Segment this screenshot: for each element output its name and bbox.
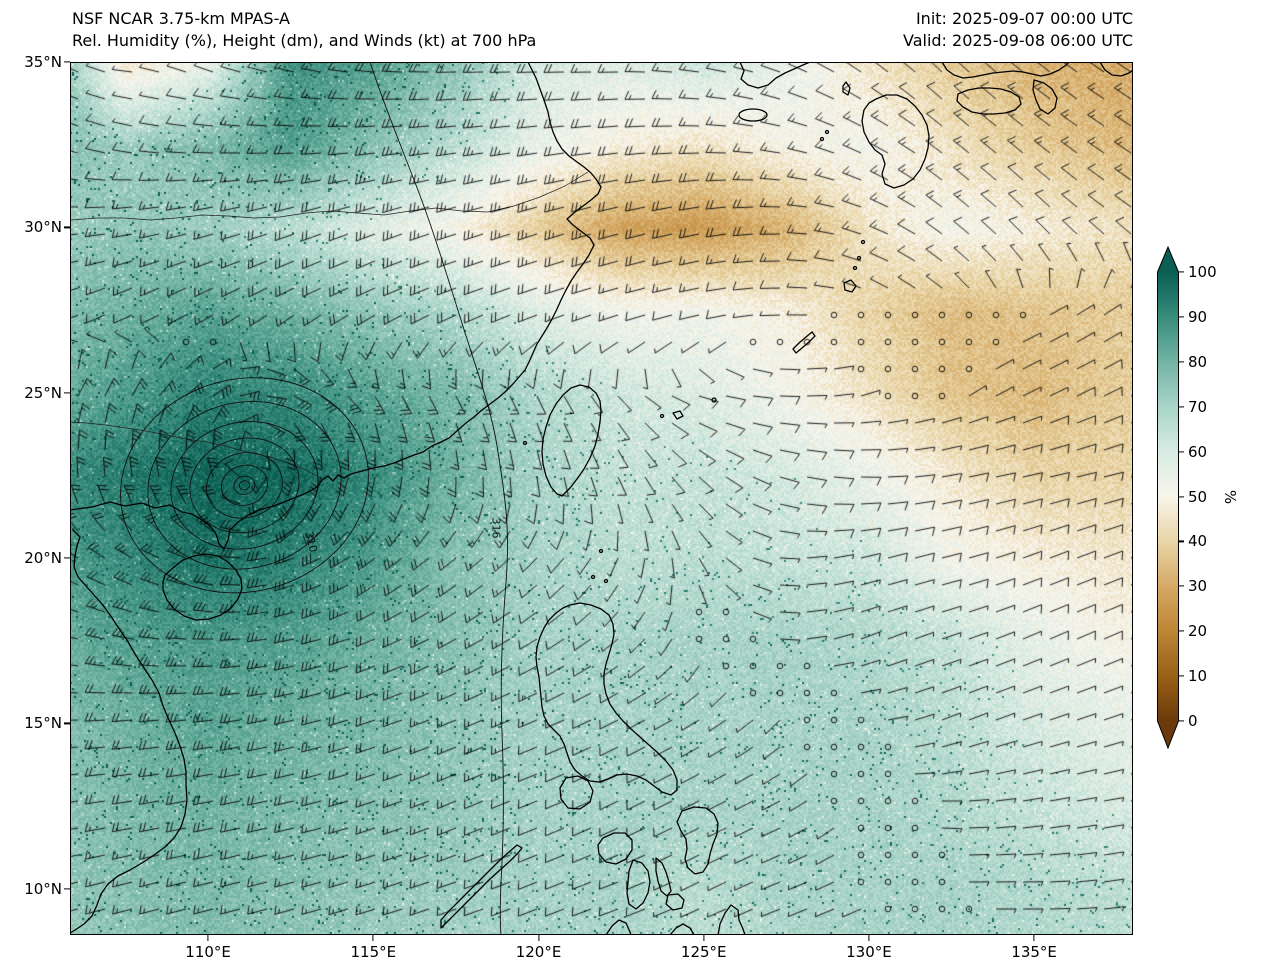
x-axis-tick-label: 110°E: [185, 943, 231, 961]
colorbar-tick-mark: [1179, 451, 1184, 453]
x-axis-tick-label: 115°E: [350, 943, 397, 961]
colorbar-tick-mark: [1179, 720, 1184, 722]
colorbar-tick-mark: [1179, 630, 1184, 632]
x-axis-tick-mark: [207, 935, 209, 941]
x-axis-tick-mark: [372, 935, 374, 941]
init-time: Init: 2025-09-07 00:00 UTC: [915, 9, 1133, 28]
field-title: Rel. Humidity (%), Height (dm), and Wind…: [72, 31, 537, 50]
colorbar-tick-mark: [1179, 361, 1184, 363]
colorbar-tick-label: 80: [1188, 352, 1208, 371]
x-axis-tick-label: 135°E: [1011, 943, 1057, 961]
colorbar-tick-mark: [1179, 585, 1184, 587]
colorbar-tick-label: 90: [1188, 307, 1208, 326]
valid-time: Valid: 2025-09-08 06:00 UTC: [902, 31, 1133, 50]
title-block: NSF NCAR 3.75-km MPAS-A Rel. Humidity (%…: [72, 8, 536, 52]
colorbar-tick-label: 60: [1188, 442, 1208, 461]
colorbar-tick-mark: [1179, 675, 1184, 677]
colorbar-tick-mark: [1179, 540, 1184, 542]
colorbar-unit-label: %: [1221, 489, 1239, 505]
x-axis-tick-label: 130°E: [846, 943, 892, 961]
x-axis-tick-mark: [703, 935, 705, 941]
y-axis-tick-label: 15°N: [24, 714, 62, 733]
y-axis-tick-label: 20°N: [24, 549, 62, 568]
y-axis-tick-label: 25°N: [24, 383, 62, 402]
x-axis-tick-label: 120°E: [515, 943, 562, 961]
y-axis-tick-label: 10°N: [24, 879, 62, 898]
colorbar-tick-label: 30: [1188, 577, 1208, 596]
colorbar-tick-label: 70: [1188, 397, 1208, 416]
colorbar-shape: [1157, 246, 1179, 749]
wind-barbs-canvas: [70, 62, 1133, 935]
colorbar-tick-label: 20: [1188, 622, 1208, 641]
colorbar-tick-label: 0: [1188, 712, 1198, 730]
colorbar-tick-mark: [1179, 406, 1184, 408]
colorbar-tick-label: 50: [1188, 487, 1208, 506]
colorbar-tick-mark: [1179, 495, 1184, 498]
model-title: NSF NCAR 3.75-km MPAS-A: [72, 9, 290, 28]
colorbar: [1157, 246, 1179, 749]
colorbar-tick-mark: [1179, 271, 1184, 273]
x-axis-tick-mark: [868, 935, 870, 941]
y-axis-tick-label: 35°N: [24, 53, 62, 71]
y-axis-tick-label: 30°N: [24, 218, 62, 237]
x-axis-tick-mark: [537, 935, 540, 941]
time-block: Init: 2025-09-07 00:00 UTC Valid: 2025-0…: [903, 8, 1133, 52]
x-axis-tick-mark: [1033, 935, 1035, 941]
colorbar-tick-label: 100: [1188, 263, 1217, 281]
colorbar-tick-label: 10: [1188, 667, 1208, 686]
colorbar-tick-label: 40: [1188, 532, 1208, 551]
colorbar-tick-mark: [1179, 316, 1184, 318]
x-axis-tick-label: 125°E: [680, 943, 727, 961]
